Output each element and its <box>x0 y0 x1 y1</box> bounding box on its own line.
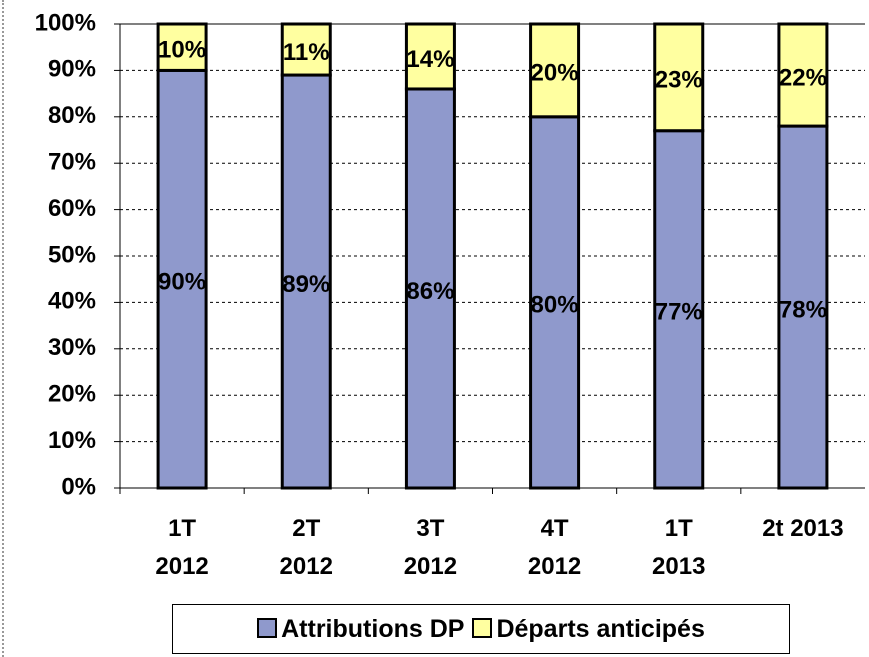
legend-label: Départs anticipés <box>496 614 705 643</box>
data-label: 78% <box>779 296 827 323</box>
bar-segment <box>404 22 456 91</box>
data-label: 11% <box>283 39 330 66</box>
y-tick-label: 0% <box>61 473 96 500</box>
data-label: 90% <box>158 269 206 296</box>
legend-swatch <box>472 617 493 638</box>
bar-segment <box>280 22 332 77</box>
data-label: 14% <box>406 46 454 73</box>
data-label: 80% <box>531 292 579 319</box>
y-tick-label: 70% <box>48 149 96 176</box>
legend-item: Départs anticipés <box>472 614 705 644</box>
bar-segment <box>653 22 705 133</box>
x-tick-label: 1T 2012 <box>155 515 209 580</box>
legend-item: Attributions DP <box>257 615 464 644</box>
y-tick-label: 50% <box>48 241 96 268</box>
bar-segment <box>777 124 829 490</box>
x-tick-label: 2T 2012 <box>279 515 333 580</box>
y-tick-label: 90% <box>48 56 96 83</box>
y-tick-label: 100% <box>35 9 96 36</box>
bar-segment <box>404 87 456 490</box>
y-tick-label: 10% <box>48 427 96 454</box>
x-tick-label: 3T 2012 <box>403 515 458 580</box>
data-label: 20% <box>531 60 579 87</box>
x-tick-label: 4T 2012 <box>527 515 582 580</box>
data-label: 77% <box>655 299 703 326</box>
data-label: 22% <box>779 64 827 91</box>
y-tick-label: 30% <box>48 334 96 361</box>
x-tick-label: 2t 2013 <box>762 515 844 542</box>
y-tick-label: 40% <box>48 288 96 315</box>
bar-segment <box>280 73 332 490</box>
legend-swatch <box>257 617 278 638</box>
bar-segment <box>156 22 208 72</box>
legend-label: Attributions DP <box>281 614 465 643</box>
bar-segment <box>529 22 581 119</box>
y-tick-label: 60% <box>48 195 96 222</box>
page-edge <box>2 0 4 657</box>
bar-segment <box>529 115 581 490</box>
bar-segment <box>156 68 208 490</box>
x-tick-label: 1T 2013 <box>652 515 706 580</box>
y-tick-label: 80% <box>48 102 96 129</box>
bar-segment <box>777 22 829 128</box>
data-label: 10% <box>158 37 206 64</box>
data-label: 89% <box>282 271 330 298</box>
data-label: 86% <box>406 278 454 305</box>
y-tick-label: 20% <box>48 381 96 408</box>
legend: Attributions DP Départs anticipés <box>172 604 790 654</box>
data-label: 23% <box>655 67 703 94</box>
